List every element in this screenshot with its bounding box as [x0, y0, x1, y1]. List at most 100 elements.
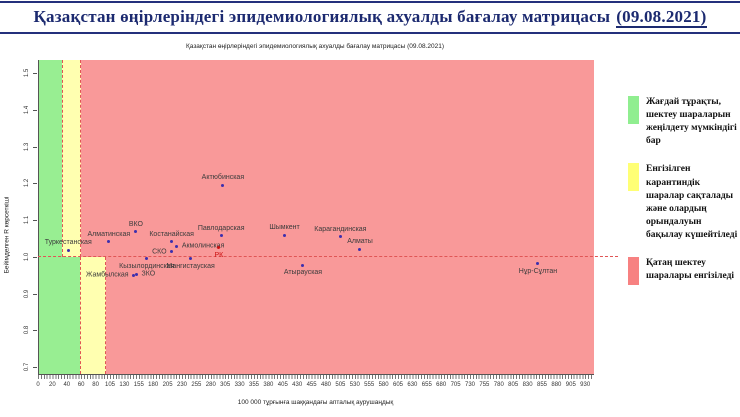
x-tick-label: 380: [263, 382, 274, 388]
y-tick-label: 1.1: [24, 215, 30, 225]
region-label: Жамбылская: [85, 271, 129, 279]
region-label: Карагандинская: [314, 225, 367, 233]
x-tick-label: 555: [364, 382, 375, 388]
red-zone-upper: [80, 60, 594, 257]
region-label: РК: [214, 251, 224, 259]
region-label: Шымкент: [269, 224, 300, 232]
y-tick-label: 0.8: [24, 326, 30, 335]
region-point: [66, 248, 70, 252]
x-tick-label: 205: [162, 382, 173, 388]
page-title-text: Қазақстан өңірлеріндегі эпидемиологиялық…: [33, 7, 611, 26]
legend-item-text: Енгізілген карантиндік шаралар сақталады…: [646, 164, 738, 240]
page-title: Қазақстан өңірлеріндегі эпидемиологиялық…: [0, 1, 740, 34]
region-point: [219, 234, 223, 238]
green-zone-upper: [39, 60, 63, 257]
region-label: Алматинская: [87, 230, 131, 238]
x-tick-label: 605: [392, 382, 404, 388]
plot-area: [38, 60, 594, 375]
x-tick-label: 230: [176, 382, 188, 388]
y-tick-label: 1.0: [24, 252, 30, 261]
x-tick-label: 130: [119, 382, 130, 388]
green-zone-lower: [39, 256, 81, 374]
x-tick-label: 305: [220, 382, 231, 388]
region-label: Мангистауская: [166, 262, 215, 270]
x-tick-label: 480: [320, 382, 332, 388]
y-tick-mark: [33, 330, 37, 332]
region-point: [175, 244, 179, 248]
legend-color-swatch: [628, 163, 639, 192]
region-label: Нұр-Сұлтан: [518, 267, 558, 275]
region-point: [145, 257, 149, 261]
region-point: [283, 233, 287, 237]
y-tick-mark: [33, 220, 37, 221]
x-tick-label: 830: [522, 382, 533, 388]
y-axis-label: Бейімделген R көрсеткіші: [3, 196, 11, 274]
x-tick-label: 430: [292, 382, 303, 388]
x-tick-label: 355: [248, 382, 260, 388]
x-tick-label: 855: [536, 382, 548, 388]
x-tick-label: 80: [92, 382, 99, 388]
region-label: Актюбинская: [201, 174, 245, 182]
x-tick-label: 880: [551, 382, 562, 388]
x-tick-label: 405: [277, 382, 288, 388]
x-axis-label: 100 000 тұрғынға шаққандағы апталық ауру…: [237, 399, 394, 406]
region-point: [221, 183, 225, 187]
x-tick-label: 255: [191, 382, 202, 388]
x-tick-label: 0: [36, 382, 40, 388]
legend-item: Қатаң шектеу шаралары енгізіледі: [628, 257, 740, 286]
region-label: СКО: [152, 248, 167, 256]
x-tick-label: 805: [508, 382, 519, 388]
y-tick-label: 1.3: [24, 142, 30, 151]
y-tick-label: 0.9: [24, 289, 30, 298]
x-tick-label: 705: [450, 382, 461, 388]
y-tick-mark: [33, 73, 37, 74]
region-point: [189, 257, 193, 261]
red-zone-lower: [106, 256, 594, 374]
x-tick-label: 105: [104, 382, 116, 388]
y-tick-mark: [33, 256, 37, 258]
region-point: [107, 240, 111, 244]
legend-color-swatch: [628, 257, 639, 286]
yellow-zone-upper: [62, 60, 81, 257]
region-label: Акмолинская: [181, 242, 225, 250]
legend-item-text: Қатаң шектеу шаралары енгізіледі: [646, 258, 735, 282]
x-tick-label: 680: [436, 382, 447, 388]
region-point: [134, 230, 138, 234]
y-tick-label: 1.5: [24, 68, 30, 78]
legend-item-text: Жағдай тұрақты, шектеу шараларын жеңілде…: [646, 97, 737, 147]
x-tick-label: 780: [493, 382, 504, 388]
region-label: Туркестанская: [44, 239, 92, 247]
x-tick-label: 280: [205, 382, 216, 388]
chart-title: Қазақстан өңірлеріндегі эпидемиологиялық…: [186, 43, 444, 50]
y-tick-label: 1.4: [24, 105, 30, 114]
x-tick-label: 155: [133, 382, 144, 388]
x-tick-label: 20: [49, 382, 56, 388]
x-tick-label: 730: [464, 382, 476, 388]
page-title-date: (09.08.2021): [616, 7, 707, 28]
region-label: ВКО: [128, 220, 143, 228]
region-label: Атырауская: [283, 269, 323, 277]
x-tick-label: 455: [306, 382, 317, 388]
region-label: Павлодарская: [197, 224, 245, 232]
region-label: Костанайская: [149, 230, 194, 238]
region-point: [170, 240, 174, 244]
x-tick-label: 930: [580, 382, 591, 388]
legend-color-swatch: [628, 96, 639, 124]
region-point: [134, 272, 138, 276]
epidemic-matrix-chart: Қазақстан өңірлеріндегі эпидемиологиялық…: [0, 34, 740, 417]
y-tick-mark: [33, 109, 37, 111]
legend: Жағдай тұрақты, шектеу шараларын жеңілде…: [628, 96, 740, 300]
x-tick-label: 755: [479, 382, 490, 388]
region-point: [170, 250, 174, 254]
region-point: [536, 262, 540, 266]
x-tick-label: 40: [63, 382, 71, 388]
x-tick-label: 530: [349, 382, 360, 388]
y-tick-mark: [33, 293, 37, 295]
region-point: [132, 273, 136, 277]
y-tick-mark: [33, 146, 37, 148]
r-equals-1-reference-line: [38, 255, 618, 257]
x-tick-label: 580: [378, 382, 389, 388]
x-axis-tick-strip: [38, 375, 594, 379]
y-tick-label: 0.7: [24, 362, 30, 372]
